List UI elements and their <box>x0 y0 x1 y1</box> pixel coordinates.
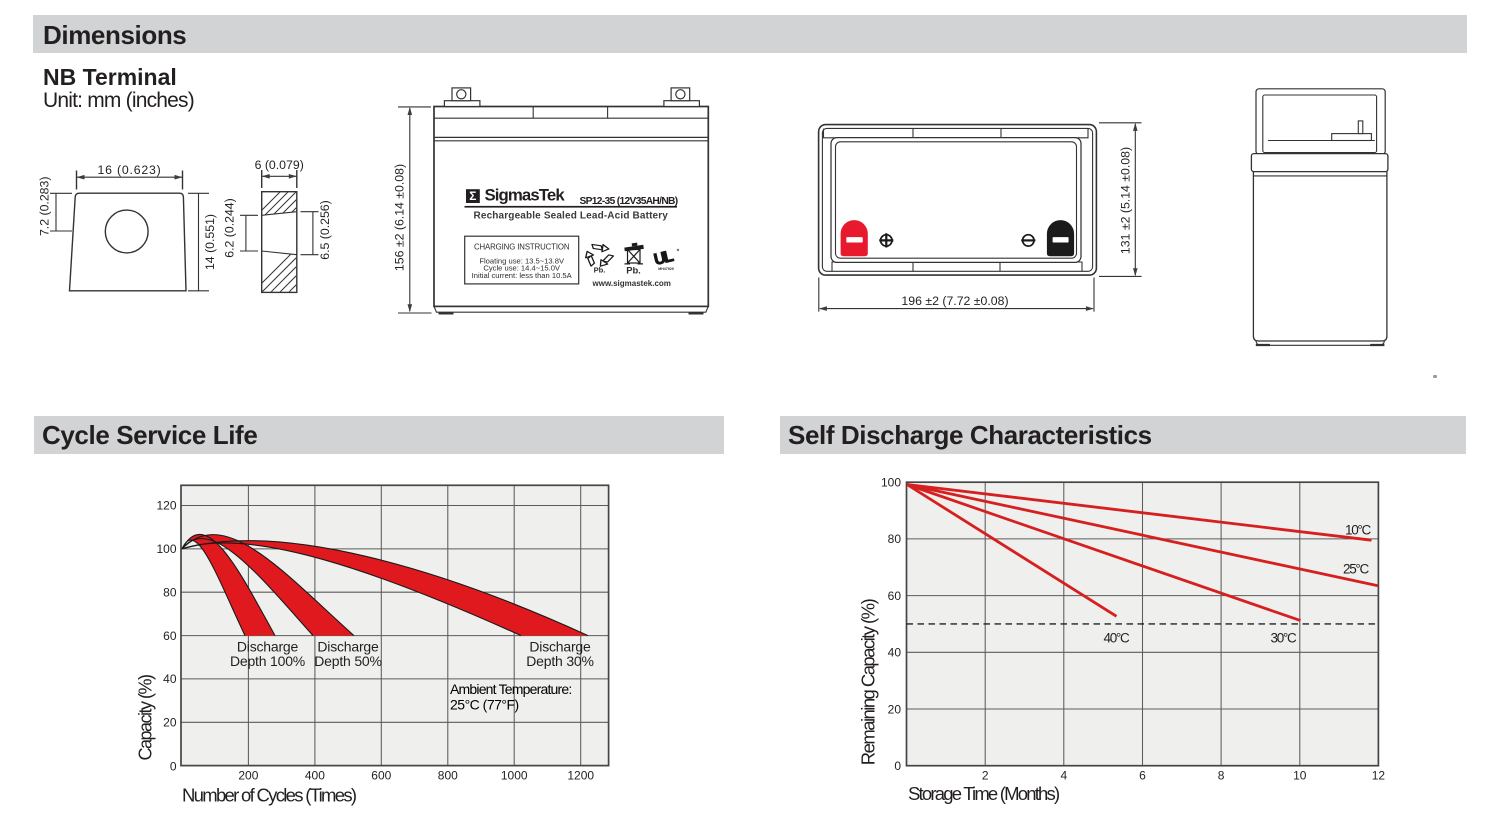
svg-text:Discharge: Discharge <box>529 639 591 655</box>
svg-text:60: 60 <box>888 589 902 603</box>
svg-text:1000: 1000 <box>501 769 528 783</box>
svg-text:400: 400 <box>305 769 325 783</box>
svg-text:6 (0.079): 6 (0.079) <box>255 158 304 172</box>
svg-text:30°C: 30°C <box>1271 631 1298 646</box>
svg-text:CHARGING INSTRUCTION: CHARGING INSTRUCTION <box>474 243 569 252</box>
svg-text:12: 12 <box>1372 769 1386 783</box>
svg-text:16 (0.623): 16 (0.623) <box>97 163 161 177</box>
svg-text:Σ: Σ <box>469 189 476 203</box>
svg-text:120: 120 <box>156 499 176 513</box>
svg-text:Pb.: Pb. <box>594 266 606 275</box>
svg-text:Cycle use: 14.4~15.0V: Cycle use: 14.4~15.0V <box>483 264 561 273</box>
svg-text:10: 10 <box>1293 769 1307 783</box>
svg-text:25°C (77°F): 25°C (77°F) <box>450 697 519 713</box>
svg-text:14 (0.551): 14 (0.551) <box>203 214 217 270</box>
svg-text:Remaining Capacity (%): Remaining Capacity (%) <box>858 598 879 765</box>
svg-text:www.sigmastek.com: www.sigmastek.com <box>592 279 671 288</box>
svg-text:4: 4 <box>1060 769 1067 783</box>
svg-text:40°C: 40°C <box>1104 631 1131 646</box>
svg-text:196 ±2 (7.72 ±0.08): 196 ±2 (7.72 ±0.08) <box>901 294 1008 308</box>
svg-text:Pb.: Pb. <box>626 264 641 275</box>
svg-text:1200: 1200 <box>567 769 594 783</box>
svg-text:40: 40 <box>163 672 177 686</box>
svg-text:Rechargeable Sealed Lead-Acid: Rechargeable Sealed Lead-Acid Battery <box>474 211 669 222</box>
svg-text:MH47929: MH47929 <box>658 267 674 271</box>
svg-text:6.5 (0.256): 6.5 (0.256) <box>318 200 332 259</box>
svg-text:Depth 30%: Depth 30% <box>526 653 593 669</box>
svg-text:800: 800 <box>438 769 458 783</box>
svg-text:Floating use: 13.5~13.8V: Floating use: 13.5~13.8V <box>479 257 565 266</box>
svg-text:40: 40 <box>888 646 902 660</box>
svg-text:7.2 (0.283): 7.2 (0.283) <box>38 177 52 236</box>
svg-text:20: 20 <box>163 716 177 730</box>
svg-text:SP12-35 (12V35AH/NB): SP12-35 (12V35AH/NB) <box>580 196 678 207</box>
svg-text:Storage Time (Months): Storage Time (Months) <box>908 783 1060 804</box>
svg-text:2: 2 <box>982 769 989 783</box>
svg-text:Depth 50%: Depth 50% <box>314 653 381 669</box>
svg-text:Number of Cycles (Times): Number of Cycles (Times) <box>182 785 357 806</box>
svg-text:0: 0 <box>170 760 177 774</box>
svg-text:80: 80 <box>888 532 902 546</box>
svg-text:Ambient Temperature:: Ambient Temperature: <box>450 681 571 697</box>
svg-text:Capacity (%): Capacity (%) <box>136 675 156 761</box>
svg-text:131 ±2 (5.14 ±0.08): 131 ±2 (5.14 ±0.08) <box>1119 147 1133 254</box>
svg-text:6: 6 <box>1139 769 1146 783</box>
svg-text:Depth 100%: Depth 100% <box>230 653 305 669</box>
svg-text:SigmasTek: SigmasTek <box>485 186 566 205</box>
svg-text:600: 600 <box>371 769 391 783</box>
svg-text:156 ±2 (6.14 ±0.08): 156 ±2 (6.14 ±0.08) <box>393 164 407 271</box>
svg-text:60: 60 <box>163 629 177 643</box>
svg-text:Initial current: less than 10.: Initial current: less than 10.5A <box>472 271 573 280</box>
svg-text:80: 80 <box>163 585 177 599</box>
svg-text:100: 100 <box>881 476 901 490</box>
svg-text:Discharge: Discharge <box>317 639 379 655</box>
svg-text:20: 20 <box>888 702 902 716</box>
svg-text:0: 0 <box>894 759 901 773</box>
svg-text:200: 200 <box>238 769 258 783</box>
svg-text:100: 100 <box>156 542 176 556</box>
svg-text:8: 8 <box>1218 769 1225 783</box>
svg-text:Discharge: Discharge <box>237 639 299 655</box>
svg-text:25°C: 25°C <box>1343 562 1370 577</box>
svg-text:10°C: 10°C <box>1345 523 1372 538</box>
svg-text:UL: UL <box>652 248 675 269</box>
svg-text:6.2 (0.244): 6.2 (0.244) <box>223 198 237 257</box>
